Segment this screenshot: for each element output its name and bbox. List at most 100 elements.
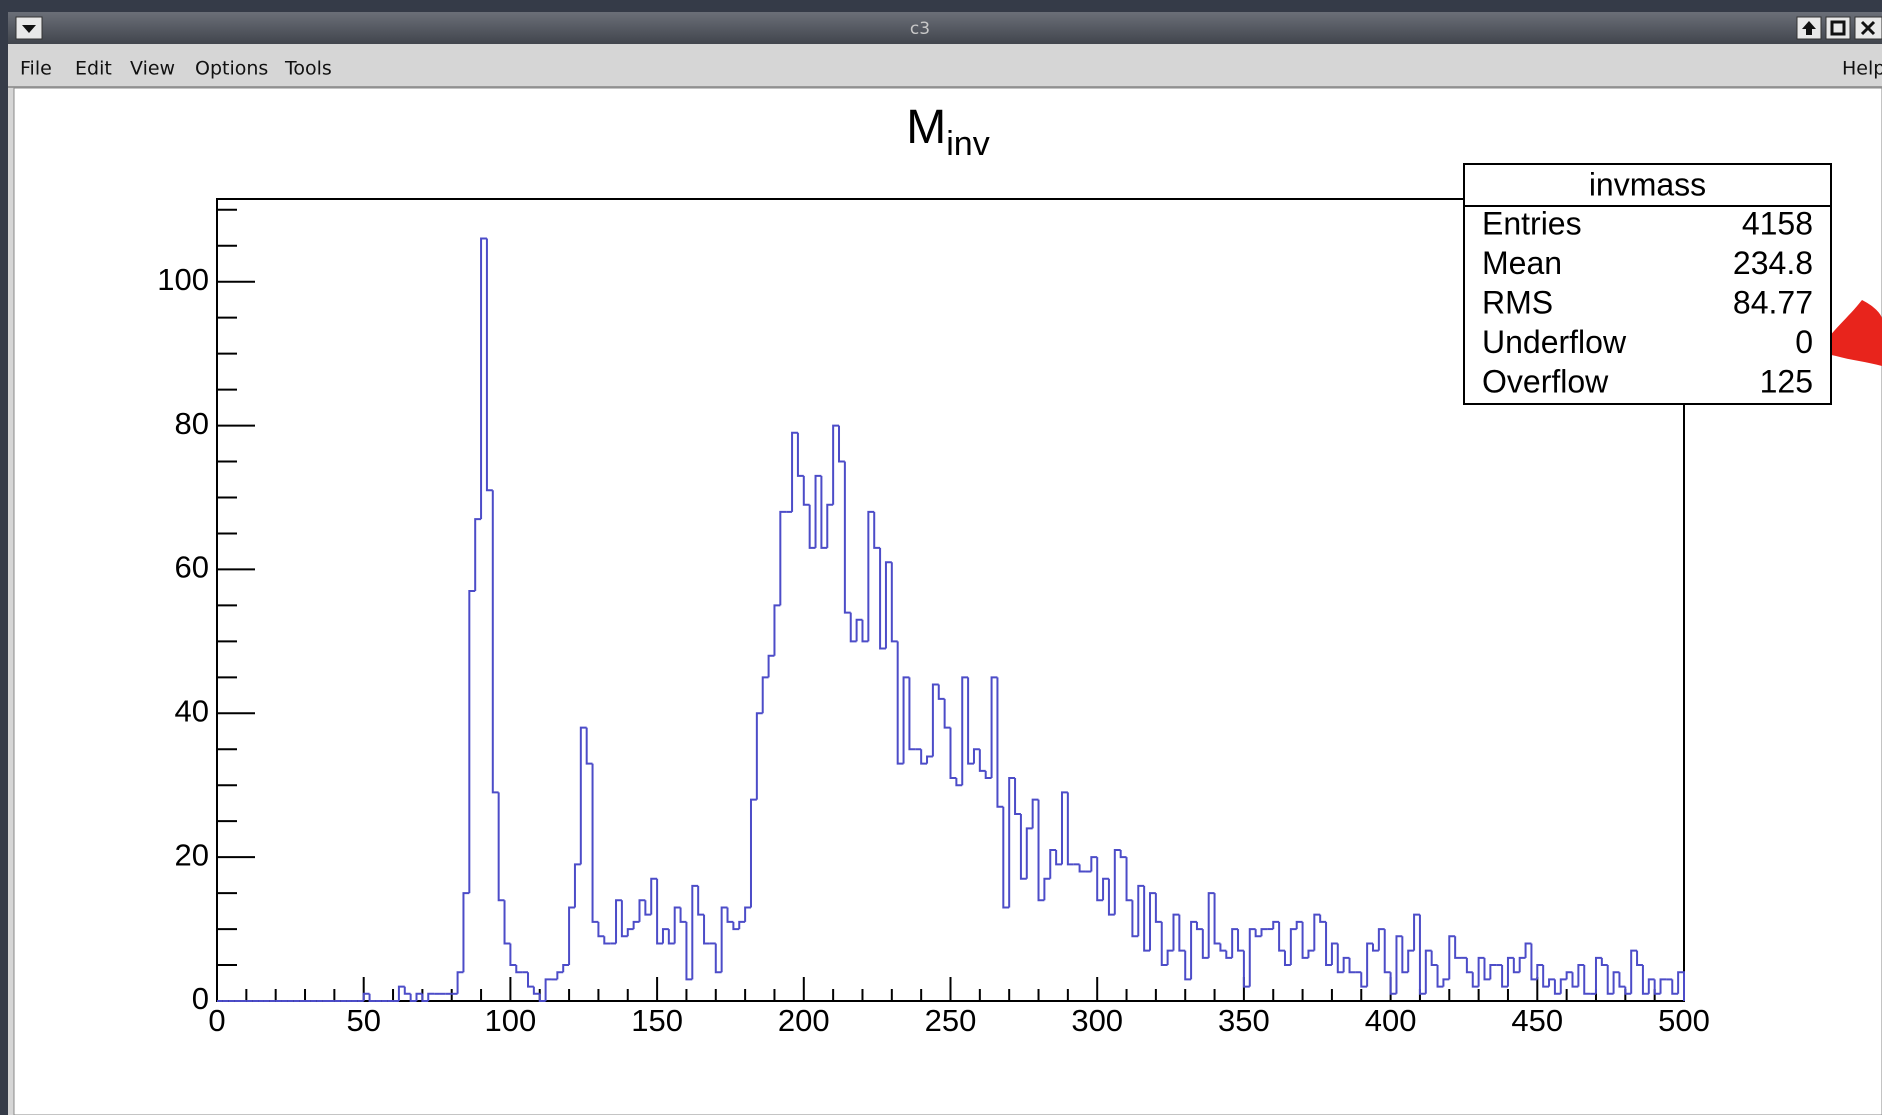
histogram-bin — [1254, 929, 1262, 938]
histogram-bin — [1295, 920, 1303, 930]
histogram-bin — [749, 798, 757, 908]
histogram-bin — [1659, 978, 1667, 994]
histogram-bin — [1149, 892, 1156, 951]
histogram-bin — [1518, 956, 1526, 973]
histogram-bin — [1624, 986, 1632, 995]
histogram-bin — [462, 892, 470, 973]
histogram-bin — [972, 748, 980, 764]
histogram-bin — [990, 676, 998, 779]
menu-item[interactable]: View — [130, 58, 175, 80]
histogram-bin — [615, 899, 622, 944]
histogram-bin — [1342, 956, 1350, 973]
histogram-bin — [1248, 928, 1256, 987]
menu-item[interactable]: Edit — [75, 58, 112, 80]
histogram-bin — [1401, 936, 1409, 974]
histogram-bin — [1565, 971, 1573, 980]
stats-label: RMS — [1482, 284, 1553, 320]
chart-title-subscript: inv — [946, 125, 989, 163]
histogram-bin — [650, 877, 658, 915]
histogram-bin — [861, 619, 869, 643]
histogram-bin — [867, 510, 875, 642]
histogram-bin — [1137, 884, 1145, 937]
histogram-bin — [568, 906, 575, 966]
menu-item[interactable]: File — [20, 58, 52, 80]
histogram-bin — [679, 907, 687, 923]
histogram-bin — [1448, 935, 1456, 980]
histogram-bin — [1213, 893, 1221, 945]
histogram-bin — [1594, 956, 1602, 994]
histogram-bin — [503, 900, 511, 945]
histogram-bin — [1424, 949, 1432, 994]
histogram-bin — [720, 906, 728, 973]
histogram-bin — [1008, 777, 1016, 908]
histogram-bin — [890, 562, 898, 643]
histogram-bin — [1506, 956, 1514, 987]
plot: Minv 0 20 40 60 80 100 0 50 100 150 200 250 300 350 400… — [157, 101, 1832, 1038]
histogram-bin — [1606, 965, 1614, 995]
histogram-bin — [656, 878, 663, 945]
x-tick-label: 100 — [485, 1003, 537, 1038]
histogram-bin — [1395, 935, 1403, 994]
histogram-bin — [638, 899, 646, 922]
histogram-bin — [884, 561, 892, 649]
histogram-bin — [1501, 965, 1508, 988]
stats-label: Mean — [1482, 245, 1562, 281]
histogram-bin — [1225, 950, 1233, 959]
histogram-bin — [873, 511, 881, 549]
histogram-bin — [843, 461, 851, 614]
histogram-bin — [591, 763, 599, 923]
close-icon — [1860, 20, 1876, 36]
histogram-bin — [1043, 877, 1051, 901]
histogram-bin — [1178, 914, 1186, 952]
histogram-bin — [620, 900, 628, 938]
window-menu-icon — [22, 25, 36, 33]
y-tick-label: 80 — [175, 406, 209, 441]
x-tick-label: 0 — [208, 1003, 225, 1038]
histogram-bin — [1559, 978, 1567, 994]
menu-help[interactable]: Help — [1842, 58, 1882, 80]
menu-item[interactable]: Tools — [284, 58, 332, 80]
histogram-bin — [1536, 964, 1544, 980]
histogram-bin — [603, 936, 611, 945]
histogram-bin — [1090, 856, 1098, 872]
histogram-bin — [1172, 913, 1180, 951]
histogram-bin — [937, 684, 945, 700]
histogram-bin — [1413, 913, 1420, 951]
histogram-bin — [1512, 957, 1520, 974]
histogram-bin — [832, 424, 840, 505]
histogram-bin — [1237, 929, 1244, 952]
histogram-bin — [826, 503, 834, 548]
histogram-bin — [726, 907, 734, 923]
histogram-bin — [1272, 920, 1280, 930]
histogram-bin — [1641, 965, 1649, 995]
histogram-bin — [1653, 979, 1661, 995]
stats-value: 4158 — [1742, 205, 1813, 241]
stats-value: 234.8 — [1733, 245, 1813, 281]
histogram-bin — [1207, 892, 1215, 958]
histogram-bin — [1407, 949, 1415, 973]
histogram-bin — [1636, 950, 1643, 967]
histogram-bin — [1260, 928, 1268, 937]
histogram-bin — [1190, 920, 1197, 980]
histogram-bin — [796, 432, 804, 477]
histogram-bin — [1325, 921, 1332, 967]
histogram-bin — [1078, 864, 1086, 873]
histogram-bin — [943, 698, 951, 729]
histogram-bin — [1442, 978, 1450, 987]
histogram-bin — [1377, 928, 1385, 951]
menu-item[interactable]: Options — [195, 58, 268, 80]
histogram-bin — [644, 900, 652, 916]
histogram-bin — [480, 237, 487, 520]
histogram-bin — [427, 992, 435, 1001]
y-tick-label: 60 — [175, 550, 209, 585]
histogram-bin — [1131, 900, 1139, 938]
histogram-bin — [1031, 798, 1039, 829]
histogram-bin — [1383, 929, 1391, 974]
histogram-bin — [585, 727, 593, 765]
histogram-bin — [1647, 978, 1655, 994]
histogram-bin — [697, 885, 705, 916]
maximize-button[interactable] — [1825, 16, 1851, 40]
raise-icon — [1802, 21, 1816, 35]
histogram-bin — [632, 920, 640, 930]
y-tick-label: 40 — [175, 693, 209, 728]
